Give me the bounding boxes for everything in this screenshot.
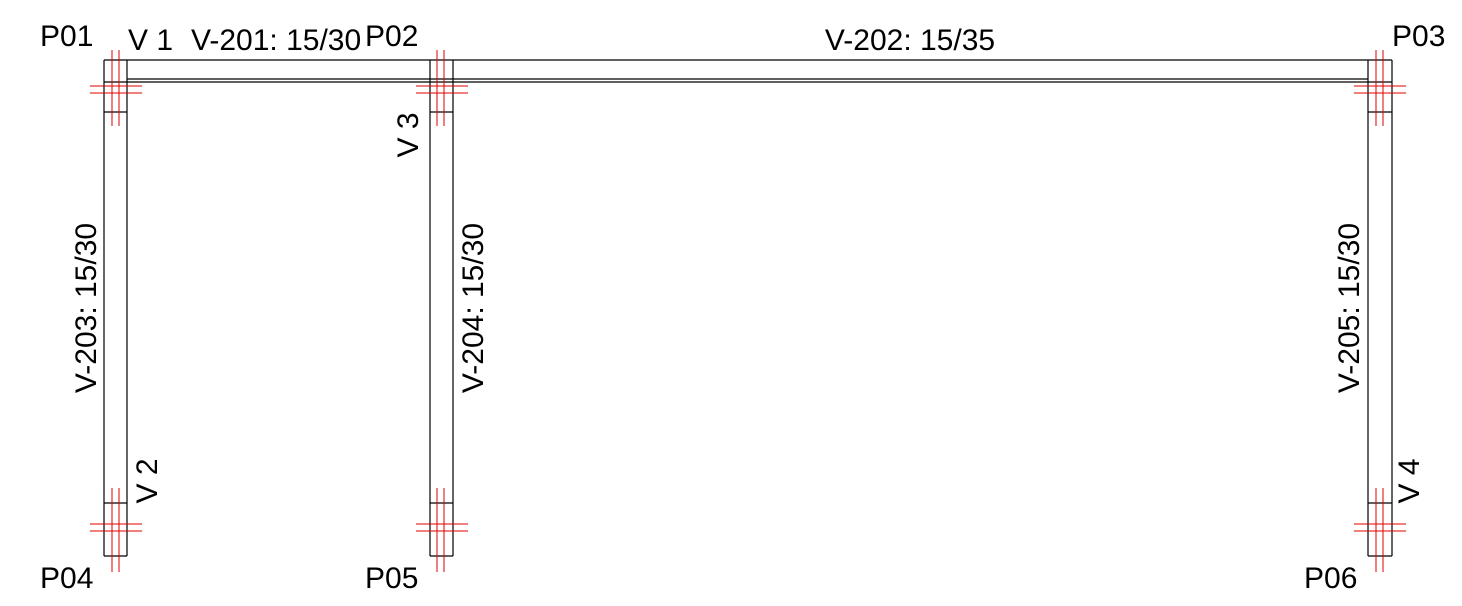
pillar-label-p01: P01 — [40, 20, 93, 53]
pillar-label-p04: P04 — [40, 562, 93, 595]
axis-cross-p05 — [416, 488, 468, 572]
axis-cross-p04 — [90, 488, 142, 572]
beam-v205-outline — [1367, 60, 1393, 557]
beam-label-v201: V-201: 15/30 — [191, 24, 361, 57]
pillar-label-p05: P05 — [365, 562, 418, 595]
pillar-label-p02: P02 — [365, 20, 418, 53]
beam-v203-outline — [103, 60, 128, 557]
axis-marks — [90, 50, 1406, 572]
beam-v204-outline — [429, 60, 454, 557]
pillar-label-p03: P03 — [1392, 20, 1445, 53]
axis-cross-p06 — [1354, 488, 1406, 572]
section-label-v3: V 3 — [392, 112, 425, 157]
beam-label-v203: V-203: 15/30 — [70, 223, 103, 393]
pillar-label-p06: P06 — [1304, 562, 1357, 595]
section-label-v4: V 4 — [1393, 458, 1426, 503]
beam-label-v204: V-204: 15/30 — [457, 223, 490, 393]
section-label-v2: V 2 — [131, 458, 164, 503]
beam-label-v202: V-202: 15/35 — [825, 24, 995, 57]
axis-cross-p02 — [416, 50, 468, 126]
axis-cross-p01 — [90, 50, 142, 126]
section-label-v1: V 1 — [128, 24, 173, 57]
top-beam — [104, 59, 1392, 83]
beam-label-v205: V-205: 15/30 — [1333, 223, 1366, 393]
axis-cross-p03 — [1354, 50, 1406, 126]
